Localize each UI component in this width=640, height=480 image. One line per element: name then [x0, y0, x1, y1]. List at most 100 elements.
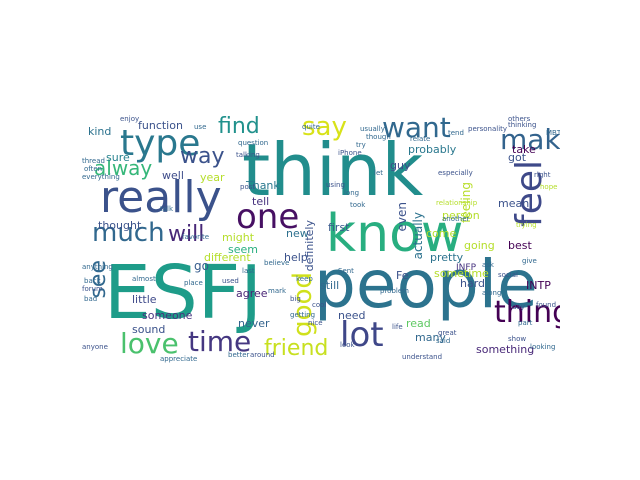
word-come: come [426, 227, 457, 240]
word-little: little [132, 293, 157, 306]
word-function: function [138, 119, 183, 132]
word-many: many [415, 331, 446, 344]
word-another: another [442, 215, 470, 223]
word-getting: getting [290, 311, 316, 319]
word-still: still [320, 279, 340, 292]
word-almost: almost [132, 275, 156, 283]
word-trying: trying [516, 221, 537, 229]
word-used: used [222, 277, 239, 285]
word-believe: believe [264, 259, 290, 267]
word-along: along [482, 289, 502, 297]
word-esfj: ESFJ [104, 250, 263, 336]
word-cloud: thinkpeopleESFJknowreallytypeonemakefeel… [80, 112, 560, 368]
word-sure: sure [106, 151, 130, 164]
word-going: going [464, 239, 495, 252]
word-one: one [236, 197, 300, 237]
word-day: day [512, 303, 525, 311]
word-try: try [356, 141, 366, 149]
word-talk: talk [160, 205, 174, 213]
word-alway: alway [94, 156, 153, 180]
word-favorite: favorite [182, 233, 210, 241]
word-got: got [508, 151, 527, 164]
word-ask: ask [482, 261, 494, 269]
word-question: question [238, 139, 269, 147]
word-problem: problem [380, 287, 409, 295]
word-great: great [438, 329, 457, 337]
word-guy: guy [390, 159, 411, 172]
word-life: life [392, 323, 403, 331]
word-part: part [518, 319, 533, 327]
word-say: say [302, 112, 347, 142]
word-want: want [382, 112, 451, 144]
word-read: read [406, 317, 431, 330]
word-relate: relate [410, 135, 431, 143]
word-talking: talking [236, 151, 260, 159]
word-thread: thread [82, 157, 105, 165]
word-new: new [286, 227, 309, 240]
word-anything: anything [82, 263, 113, 271]
word-big: big [290, 295, 301, 303]
word-often: often [84, 165, 103, 173]
word-place: place [184, 279, 203, 287]
word-someone: someone [142, 309, 193, 322]
word-well: well [162, 169, 184, 182]
word-took: took [350, 201, 366, 209]
word-person: person [442, 209, 480, 222]
word-tend: tend [448, 129, 464, 137]
word-help: help [284, 251, 308, 264]
word-sometime: sometime [434, 267, 489, 280]
word-better: better [228, 351, 250, 359]
word-usually: usually [360, 125, 385, 133]
word-agree: agree [236, 287, 268, 300]
word-seem: seem [228, 243, 258, 256]
word-pretty: pretty [430, 251, 464, 264]
word-personality: personality [468, 125, 508, 133]
word-show: show [508, 335, 527, 343]
word-cool: cool [312, 301, 327, 309]
word-especially: especially [438, 169, 473, 177]
word-give: give [522, 257, 537, 265]
word-let: let [374, 169, 383, 177]
word-infp: INFP [456, 263, 476, 273]
word-will: will [168, 222, 205, 247]
word-anyone: anyone [82, 343, 108, 351]
word-using: using [326, 181, 345, 189]
word-mark: mark [268, 287, 287, 295]
word-look: look [340, 341, 355, 349]
word-make: make [500, 123, 560, 156]
word-know: know [326, 204, 464, 264]
word-quite: quite [302, 123, 320, 131]
word-though: though [366, 133, 391, 141]
word-sound: sound [132, 323, 166, 336]
word-lot: lot [340, 315, 384, 355]
word-never: never [238, 317, 270, 330]
word-fe: Fe [396, 269, 409, 282]
word-something: something [476, 343, 535, 356]
word-back: back [84, 277, 101, 285]
word-understand: understand [402, 353, 443, 361]
word-best: best [508, 239, 532, 252]
word-thought: thought [98, 219, 142, 232]
word-mbti: MBTI [546, 129, 560, 137]
word-looking: looking [530, 343, 556, 351]
word-post: post [240, 183, 256, 191]
word-even: even [395, 202, 409, 232]
word-everything: everything [82, 173, 120, 181]
word-keep: keep [296, 275, 313, 283]
word-year: year [200, 171, 225, 184]
word-right: right [534, 171, 551, 179]
word-tell: tell [252, 195, 270, 208]
word-definitely: definitely [303, 220, 316, 272]
word-hard: hard [460, 277, 486, 290]
word-enjoy: enjoy [120, 115, 140, 123]
word-people: people [314, 246, 538, 323]
word-appreciate: appreciate [160, 355, 198, 363]
word-go: go [194, 259, 209, 273]
word-iphone: iPhone [338, 149, 362, 157]
word-love: love [120, 327, 179, 360]
word-friend: friend [264, 336, 329, 361]
word-kind: kind [88, 125, 112, 138]
word-much: much [92, 218, 165, 248]
word-think: think [242, 128, 424, 212]
word-time: time [188, 325, 252, 358]
